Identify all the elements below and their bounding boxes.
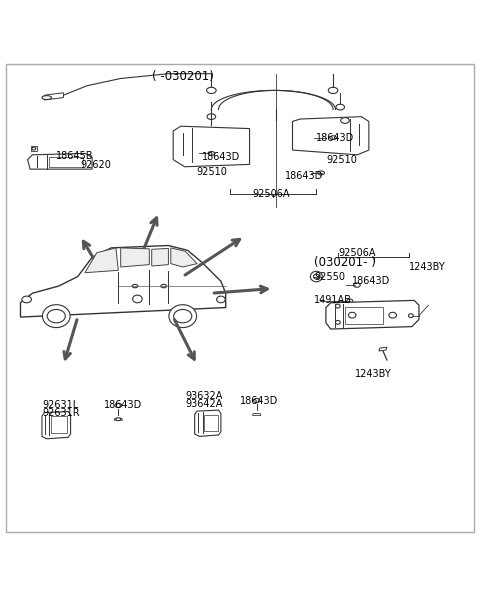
Polygon shape [21,246,226,317]
FancyBboxPatch shape [345,306,383,324]
Ellipse shape [169,305,197,328]
Text: 92510: 92510 [326,154,357,164]
Ellipse shape [47,309,65,323]
Polygon shape [42,412,71,439]
Ellipse shape [253,399,260,403]
Polygon shape [44,93,63,100]
Ellipse shape [348,312,356,318]
Ellipse shape [328,87,338,94]
Text: 92506A: 92506A [338,248,376,257]
Polygon shape [195,410,221,436]
Polygon shape [379,347,387,351]
FancyBboxPatch shape [49,157,83,167]
FancyBboxPatch shape [50,417,67,433]
Ellipse shape [336,321,340,324]
Ellipse shape [32,147,36,150]
Text: 92631L: 92631L [42,401,78,411]
Text: 1491AB: 1491AB [314,296,352,305]
Text: 92550: 92550 [314,272,345,281]
Text: 18643D: 18643D [202,152,240,162]
Text: 18643D: 18643D [240,396,278,406]
Text: 18643D: 18643D [285,171,324,181]
Ellipse shape [216,296,225,303]
Ellipse shape [115,403,121,408]
Ellipse shape [132,295,142,303]
Polygon shape [173,126,250,167]
Ellipse shape [311,271,323,282]
Ellipse shape [116,418,120,421]
Ellipse shape [318,171,324,175]
Text: 18643D: 18643D [316,133,355,143]
Text: 92620: 92620 [80,160,111,170]
Text: 93632A: 93632A [185,391,223,401]
Ellipse shape [161,284,167,288]
Text: 18643D: 18643D [352,277,390,286]
Ellipse shape [354,283,360,287]
Ellipse shape [347,299,353,304]
Text: 18645B: 18645B [56,151,94,161]
Text: ( -030201): ( -030201) [152,70,214,83]
Ellipse shape [42,305,70,328]
Polygon shape [252,414,261,415]
Text: 18643D: 18643D [104,401,142,411]
Polygon shape [292,117,369,155]
Ellipse shape [336,304,340,308]
Ellipse shape [207,114,216,120]
Polygon shape [120,248,149,267]
Ellipse shape [132,284,138,288]
Text: 93642A: 93642A [185,399,223,409]
Polygon shape [31,146,37,151]
Polygon shape [28,153,92,169]
Ellipse shape [206,87,216,94]
Ellipse shape [336,104,345,110]
Text: (030201- ): (030201- ) [314,256,376,269]
FancyBboxPatch shape [204,415,217,431]
Text: 92506A: 92506A [252,189,290,199]
Polygon shape [85,248,118,273]
Ellipse shape [208,151,215,156]
Ellipse shape [330,136,336,139]
Ellipse shape [389,312,396,318]
Ellipse shape [42,95,51,100]
Polygon shape [171,248,197,267]
Text: 1243BY: 1243BY [355,370,392,380]
Polygon shape [326,300,419,329]
Text: 1243BY: 1243BY [409,262,446,272]
Text: 92510: 92510 [196,166,227,176]
Ellipse shape [313,274,319,279]
Text: 92631R: 92631R [42,408,80,418]
Polygon shape [152,249,168,266]
Ellipse shape [408,313,413,318]
Ellipse shape [174,309,192,323]
Ellipse shape [22,296,32,303]
Ellipse shape [341,117,349,123]
Polygon shape [114,418,122,420]
